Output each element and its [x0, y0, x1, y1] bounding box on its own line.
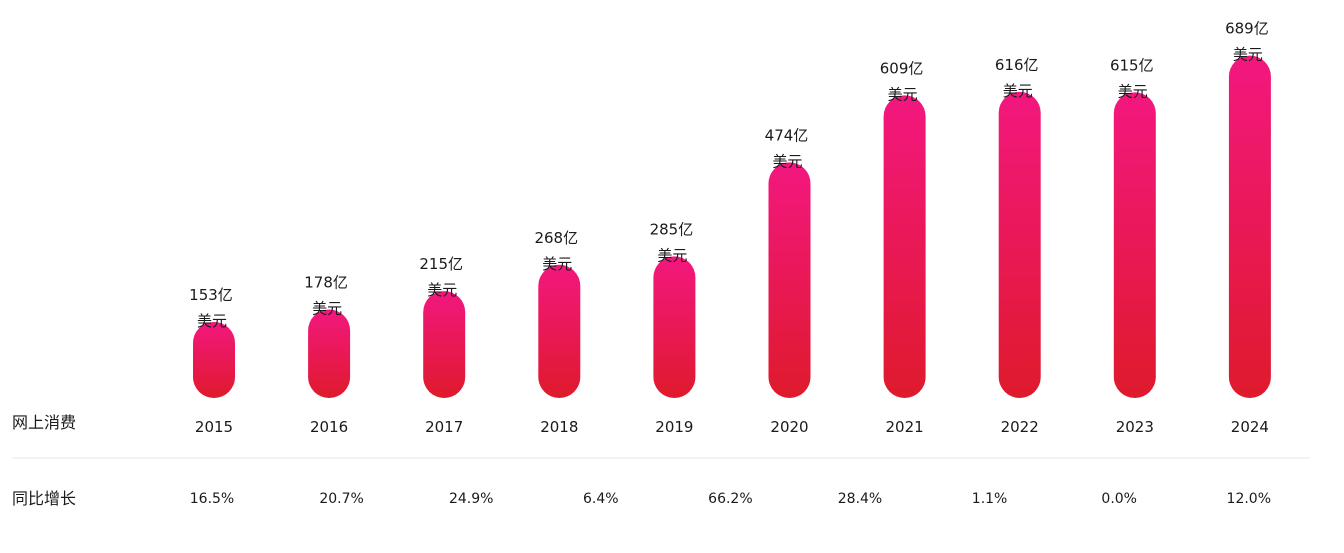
growth-rate-label: 28.4%	[838, 491, 882, 507]
bar-unit-label: 美元	[772, 152, 802, 170]
bar-value-label: 474亿	[765, 126, 809, 144]
bar-value-label: 268亿	[534, 229, 578, 247]
bar-2024	[1228, 55, 1271, 398]
bar-unit-label: 美元	[1003, 82, 1033, 100]
growth-rate-label: 20.7%	[319, 491, 363, 507]
growth-rate-label: 16.5%	[190, 491, 234, 507]
bar-2022	[998, 91, 1041, 399]
bar-unit-label: 美元	[657, 246, 687, 264]
bar-unit-label: 美元	[542, 255, 572, 273]
value-labels-group: 153亿美元178亿美元215亿美元268亿美元285亿美元474亿美元609亿…	[189, 20, 1269, 330]
year-tick-label: 2024	[1231, 418, 1269, 436]
year-tick-label: 2019	[655, 418, 693, 436]
bar-value-label: 178亿	[304, 274, 348, 292]
year-tick-label: 2017	[425, 418, 463, 436]
bar-value-label: 616亿	[995, 56, 1039, 74]
bar-2017	[423, 291, 466, 398]
bar-2015	[193, 321, 235, 398]
row-label-growth: 同比增长	[12, 489, 76, 508]
growth-rate-label: 1.1%	[972, 491, 1008, 507]
bar-unit-label: 美元	[888, 85, 918, 103]
year-labels-group: 2015 2016 2017 2018 2019 2020 2021 2022 2023 2024	[195, 418, 1269, 436]
growth-labels-group: 16.5% 20.7% 24.9% 6.4% 66.2% 28.4% 1.1% 0.0% 12.…	[190, 491, 1271, 507]
year-tick-label: 2015	[195, 418, 233, 436]
bar-value-label: 609亿	[880, 59, 924, 77]
bar-unit-label: 美元	[197, 312, 227, 330]
year-tick-label: 2023	[1116, 418, 1154, 436]
year-tick-label: 2022	[1001, 418, 1039, 436]
bar-value-label: 285亿	[650, 220, 694, 238]
year-tick-label: 2021	[886, 418, 924, 436]
growth-rate-label: 0.0%	[1101, 491, 1137, 507]
bar-2019	[653, 256, 696, 398]
growth-rate-label: 66.2%	[708, 491, 752, 507]
bar-unit-label: 美元	[1118, 82, 1148, 100]
bar-value-label: 689亿	[1225, 20, 1269, 38]
year-tick-label: 2016	[310, 418, 348, 436]
bar-unit-label: 美元	[427, 281, 457, 299]
bar-2023	[1113, 92, 1156, 398]
growth-rate-label: 12.0%	[1227, 491, 1271, 507]
bar-2018	[538, 264, 581, 398]
row-label-spending: 网上消费	[12, 413, 76, 432]
growth-rate-label: 24.9%	[449, 491, 493, 507]
bar-2020	[768, 162, 811, 398]
bar-2021	[883, 95, 926, 399]
year-tick-label: 2020	[770, 418, 808, 436]
bar-unit-label: 美元	[1233, 46, 1263, 64]
bar-unit-label: 美元	[312, 300, 342, 318]
bar-value-label: 153亿	[189, 286, 233, 304]
year-tick-label: 2018	[540, 418, 578, 436]
bar-value-label: 615亿	[1110, 56, 1154, 74]
growth-rate-label: 6.4%	[583, 491, 619, 507]
bar-value-label: 215亿	[419, 255, 463, 273]
bar-2016	[308, 309, 351, 398]
bars-group	[193, 55, 1271, 399]
